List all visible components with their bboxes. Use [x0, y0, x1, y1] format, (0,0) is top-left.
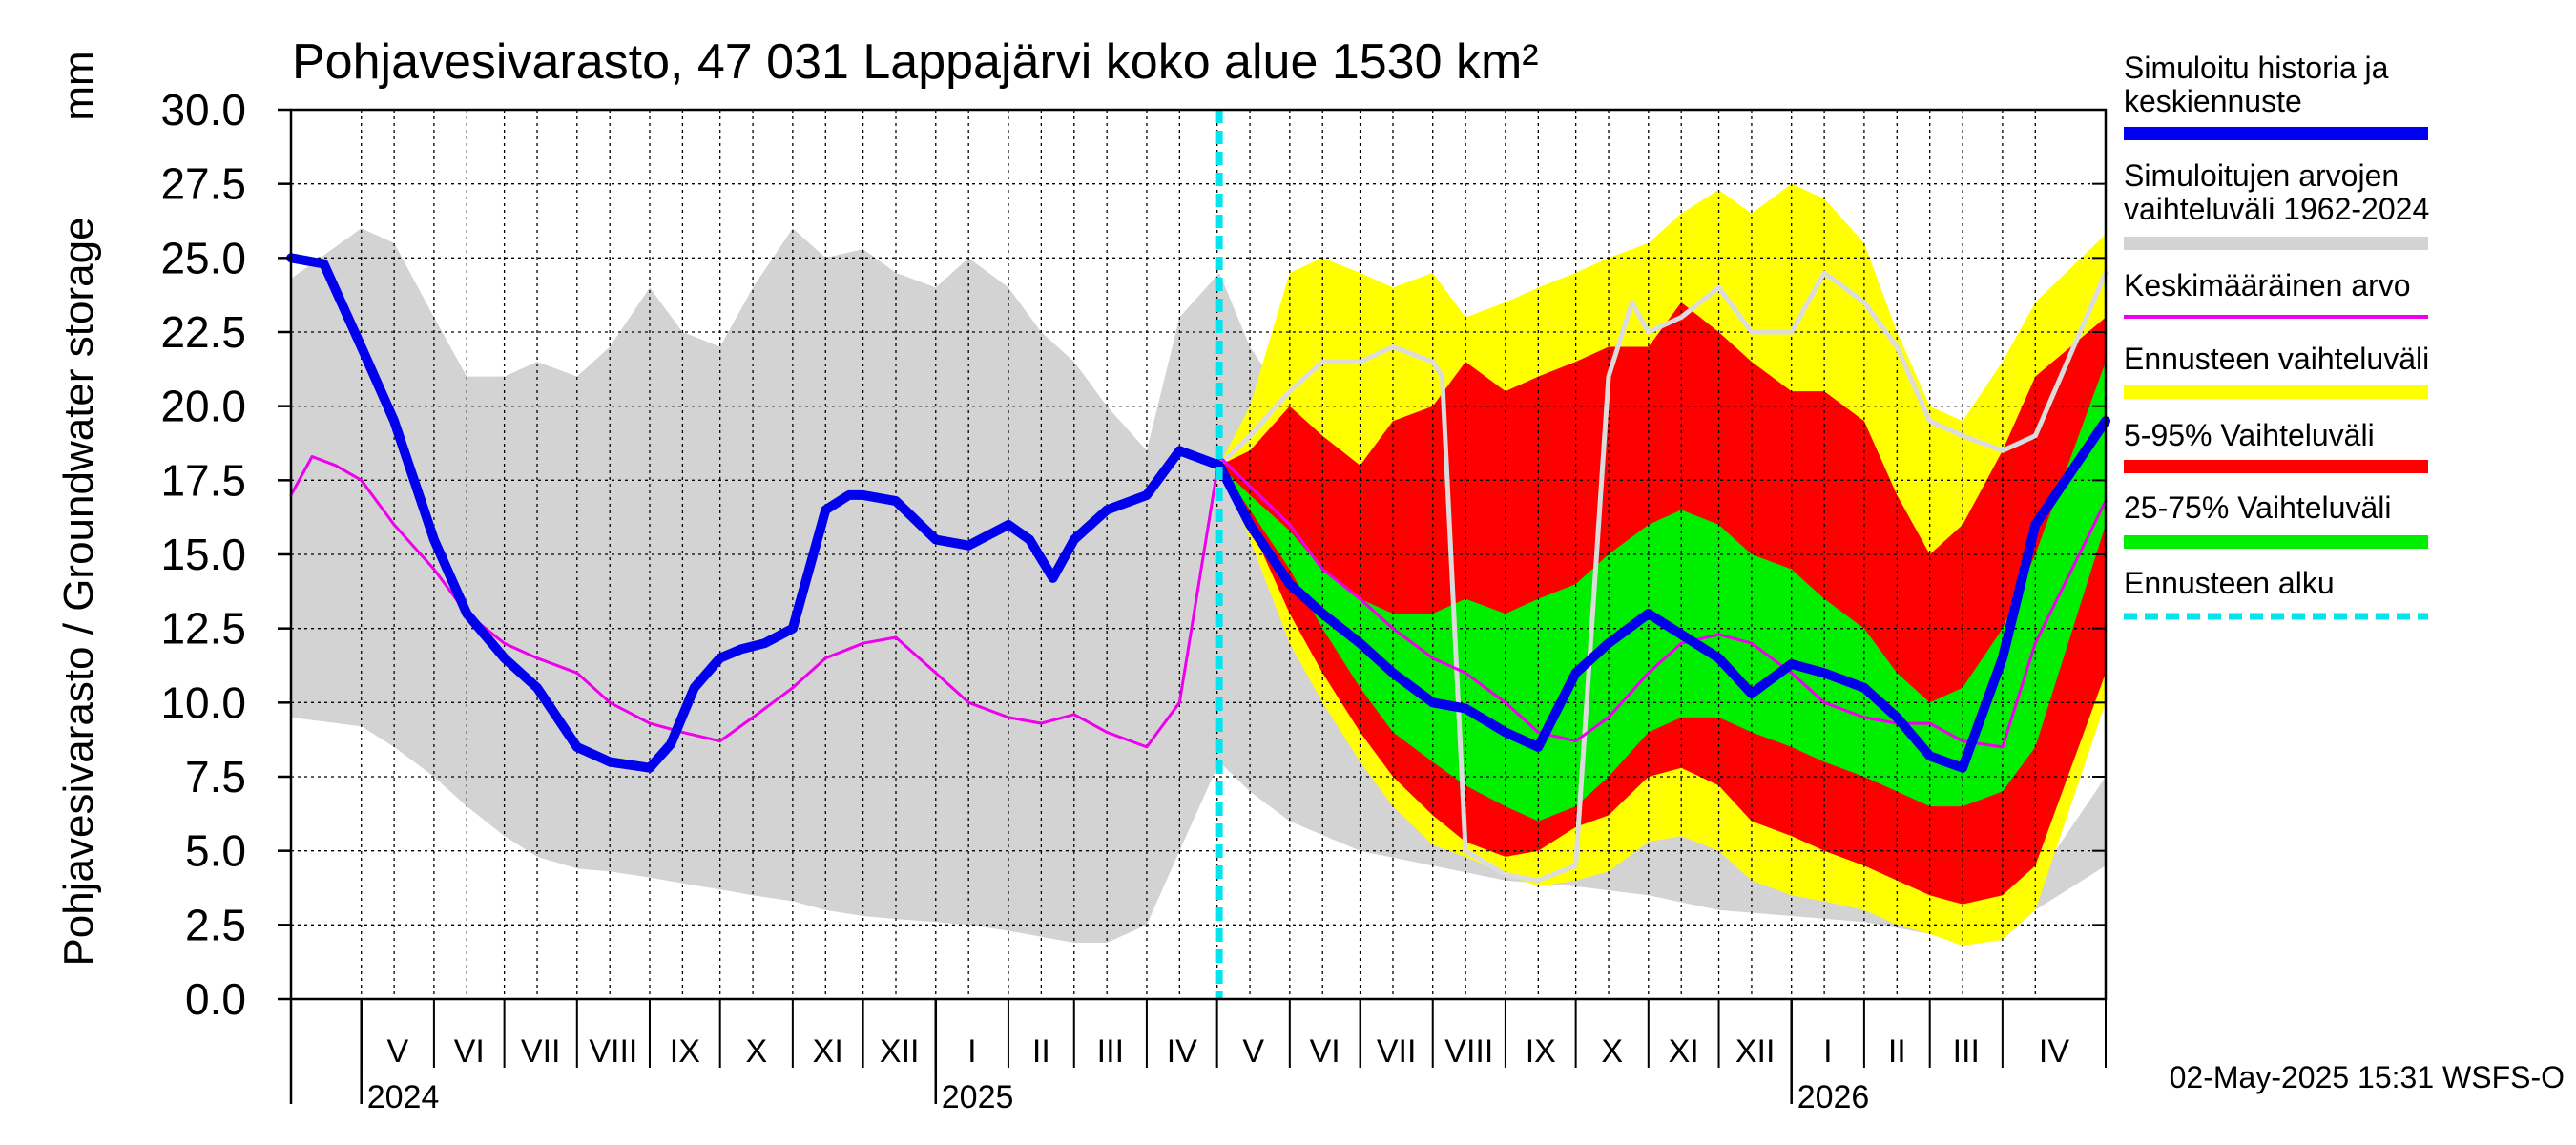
y-tick-label: 5.0: [185, 826, 246, 876]
month-label: VII: [1377, 1033, 1417, 1070]
legend-label: 5-95% Vaihteluväli: [2124, 418, 2375, 452]
y-axis-unit: mm: [55, 51, 102, 120]
y-tick-label: 30.0: [160, 85, 246, 135]
legend: Simuloitu historia jakeskiennusteSimuloi…: [2124, 51, 2429, 620]
month-label: V: [1242, 1033, 1264, 1070]
month-label: I: [967, 1033, 976, 1070]
month-label: II: [1888, 1033, 1906, 1070]
year-label: 2024: [367, 1079, 440, 1115]
month-label: VIII: [589, 1033, 637, 1070]
grid: [291, 110, 2106, 999]
month-label: IX: [670, 1033, 700, 1070]
month-label: III: [1097, 1033, 1124, 1070]
legend-label: 25-75% Vaihteluväli: [2124, 490, 2391, 525]
legend-entry: Ennusteen vaihteluväli: [2124, 342, 2429, 399]
legend-label: Ennusteen vaihteluväli: [2124, 342, 2429, 376]
month-label: IX: [1526, 1033, 1556, 1070]
series-mean: [289, 455, 2108, 749]
month-label: IV: [2039, 1033, 2069, 1070]
month-label: III: [1953, 1033, 1980, 1070]
month-label: I: [1823, 1033, 1832, 1070]
year-label: 2025: [942, 1079, 1014, 1115]
legend-entry: Ennusteen alku: [2124, 566, 2428, 620]
y-tick-label: 7.5: [185, 752, 246, 802]
month-label: V: [386, 1033, 408, 1070]
y-tick-label: 17.5: [160, 455, 246, 505]
year-label: 2026: [1797, 1079, 1870, 1115]
month-label: XI: [1669, 1033, 1699, 1070]
legend-label: Keskimääräinen arvo: [2124, 268, 2411, 302]
month-label: VI: [1310, 1033, 1340, 1070]
y-tick-label: 27.5: [160, 159, 246, 209]
legend-entry: 25-75% Vaihteluväli: [2124, 490, 2428, 549]
series-simulated: [286, 253, 2110, 773]
month-label: IV: [1167, 1033, 1197, 1070]
timestamp-footer: 02-May-2025 15:31 WSFS-O: [2170, 1060, 2565, 1094]
month-label: XI: [813, 1033, 843, 1070]
month-label: VII: [521, 1033, 561, 1070]
month-label: VIII: [1444, 1033, 1493, 1070]
plot-area: [286, 110, 2110, 999]
month-label: X: [745, 1033, 767, 1070]
legend-label: Ennusteen alku: [2124, 566, 2335, 600]
y-axis-label: Pohjavesivarasto / Groundwater storage: [55, 217, 102, 966]
month-label: XII: [1735, 1033, 1776, 1070]
legend-label: Simuloitujen arvojen: [2124, 158, 2399, 193]
chart-title: Pohjavesivarasto, 47 031 Lappajärvi koko…: [292, 34, 1539, 90]
month-label: X: [1601, 1033, 1623, 1070]
month-label: VI: [454, 1033, 485, 1070]
series-gray_line: [1216, 270, 2109, 884]
legend-entry: Keskimääräinen arvo: [2124, 268, 2428, 319]
y-tick-label: 10.0: [160, 677, 246, 727]
y-tick-label: 20.0: [160, 382, 246, 431]
legend-label: Simuloitu historia ja: [2124, 51, 2389, 85]
y-tick-label: 0.0: [185, 974, 246, 1024]
legend-label: vaihteluväli 1962-2024: [2124, 192, 2429, 226]
month-label: II: [1032, 1033, 1050, 1070]
legend-entry: 5-95% Vaihteluväli: [2124, 418, 2428, 473]
axes: 0.0 2.5 5.0 7.5 10.0 12.5 15.0 17.5 20.0 22.5 25.0…: [160, 85, 2108, 1115]
month-label: XII: [880, 1033, 920, 1070]
y-tick-label: 25.0: [160, 233, 246, 282]
y-tick-label: 22.5: [160, 307, 246, 357]
y-tick-label: 15.0: [160, 530, 246, 579]
y-tick-label: 12.5: [160, 604, 246, 654]
legend-label: keskiennuste: [2124, 84, 2302, 118]
y-tick-label: 2.5: [185, 900, 246, 949]
